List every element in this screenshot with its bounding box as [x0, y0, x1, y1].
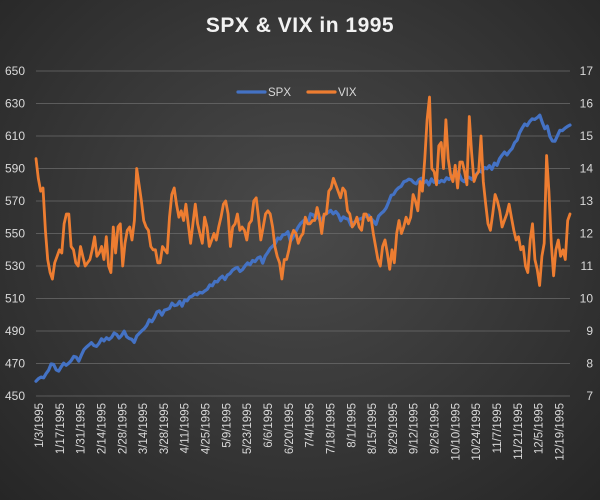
y-left-tick-label: 450 — [5, 389, 25, 403]
y-right-tick-label: 8 — [586, 357, 593, 371]
y-right-tick-label: 10 — [580, 292, 594, 306]
y-left-tick-label: 490 — [5, 324, 25, 338]
gridlines — [36, 70, 570, 397]
y-right-tick-label: 17 — [580, 64, 594, 78]
x-tick-label: 8/1/1995 — [346, 403, 358, 448]
legend-label-spx: SPX — [268, 87, 291, 99]
x-tick-label: 1/17/1995 — [55, 403, 67, 454]
x-tick-label: 3/14/1995 — [138, 403, 150, 454]
x-tick-label: 9/26/1995 — [430, 403, 442, 454]
series-line-vix — [34, 95, 572, 287]
y-left-tick-label: 650 — [5, 64, 25, 78]
x-tick-label: 8/15/1995 — [367, 403, 379, 454]
y-left-tick-label: 630 — [5, 97, 25, 111]
x-tick-label: 7/18/1995 — [325, 403, 337, 454]
chart-title: SPX & VIX in 1995 — [205, 14, 395, 37]
x-tick-label: 2/14/1995 — [96, 403, 108, 454]
x-tick-label: 5/9/1995 — [221, 403, 233, 448]
y-left-tick-label: 610 — [5, 129, 25, 143]
x-tick-label: 5/23/1995 — [242, 403, 254, 454]
x-tick-label: 12/5/1995 — [534, 403, 546, 454]
y-left-tick-label: 510 — [5, 292, 25, 306]
x-tick-label: 10/10/1995 — [450, 403, 462, 461]
y-right-tick-label: 12 — [580, 227, 594, 241]
y-right-tick-label: 15 — [580, 129, 594, 143]
x-tick-label: 12/19/1995 — [554, 403, 566, 461]
x-tick-label: 11/21/1995 — [513, 403, 525, 460]
y-right-tick-label: 9 — [586, 324, 593, 338]
x-tick-label: 4/11/1995 — [180, 403, 192, 453]
y-left-tick-label: 470 — [5, 357, 25, 371]
x-tick-label: 3/28/1995 — [159, 403, 171, 454]
x-tick-label: 1/31/1995 — [76, 403, 88, 454]
x-tick-label: 4/25/1995 — [201, 403, 213, 454]
x-tick-label: 1/3/1995 — [34, 403, 46, 448]
x-tick-label: 6/6/1995 — [263, 403, 275, 448]
x-tick-label: 9/12/1995 — [409, 403, 421, 454]
series-lines — [34, 95, 572, 383]
x-tick-label: 2/28/1995 — [117, 403, 129, 454]
x-tick-label: 11/7/1995 — [492, 403, 504, 453]
y-right-tick-label: 14 — [580, 162, 594, 176]
right-axis: 7 8 9 10 11 12 13 14 15 16 17 — [580, 64, 594, 403]
y-left-tick-label: 550 — [5, 227, 25, 241]
y-right-tick-label: 13 — [580, 194, 594, 208]
x-tick-label: 10/24/1995 — [471, 403, 483, 461]
legend: SPX VIX — [236, 87, 357, 99]
y-left-tick-label: 530 — [5, 259, 25, 273]
y-right-tick-label: 7 — [586, 389, 593, 403]
y-right-tick-label: 16 — [580, 97, 594, 111]
x-tick-label: 8/29/1995 — [388, 403, 400, 454]
x-tick-label: 6/20/1995 — [284, 403, 296, 454]
legend-label-vix: VIX — [338, 87, 357, 99]
y-left-tick-label: 590 — [5, 162, 25, 176]
left-axis: 450 470 490 510 530 550 570 590 610 630 650 — [5, 64, 25, 403]
series-line-spx — [34, 113, 572, 383]
y-left-tick-label: 570 — [5, 194, 25, 208]
y-right-tick-label: 11 — [581, 259, 594, 273]
x-axis: 1/3/1995 1/17/1995 1/31/1995 2/14/1995 2/28/… — [34, 403, 566, 461]
x-tick-label: 7/4/1995 — [305, 403, 317, 448]
